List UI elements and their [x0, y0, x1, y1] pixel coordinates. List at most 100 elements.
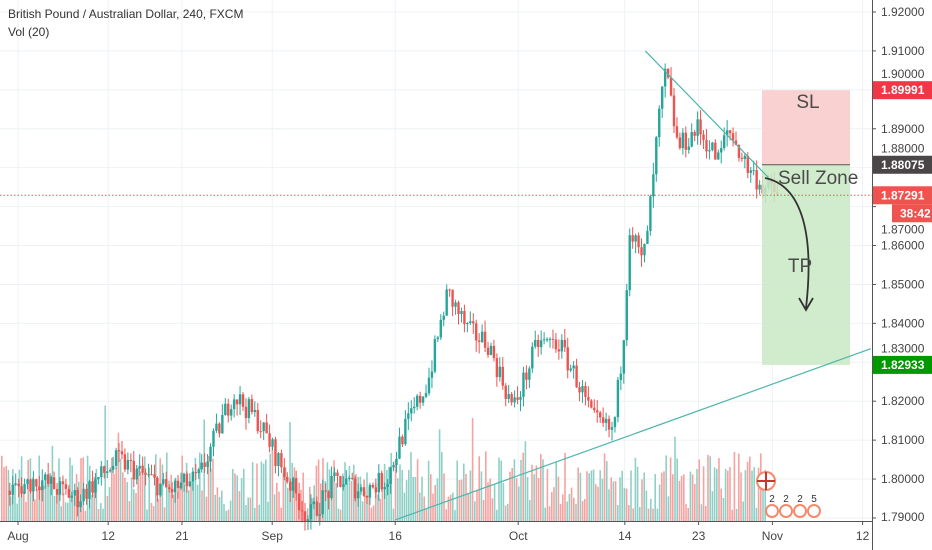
candle-body — [746, 155, 749, 173]
event-count: 2 — [797, 494, 803, 505]
volume-bar — [412, 476, 414, 521]
volume-bar — [271, 443, 274, 521]
volume-bar — [496, 509, 498, 521]
volume-bar — [386, 469, 388, 521]
candle-body — [717, 152, 720, 160]
take-profit-zone — [762, 164, 850, 365]
candle-body — [622, 340, 626, 374]
candle-body — [436, 337, 440, 340]
volume-bar — [447, 496, 450, 521]
volume-bar — [408, 470, 410, 521]
volume-bar — [133, 489, 135, 521]
volume-indicator-label[interactable]: Vol (20) — [8, 25, 50, 39]
candle-body — [475, 323, 478, 341]
candle-body — [91, 481, 94, 493]
volume-bar — [188, 490, 190, 521]
volume-bar — [91, 495, 93, 521]
volume-bar — [27, 459, 29, 521]
candle-body — [32, 479, 35, 492]
candle-body — [38, 486, 41, 491]
candle-body — [114, 450, 118, 466]
stop-loss-zone — [762, 90, 850, 165]
volume-bar — [592, 469, 595, 521]
candle-body — [321, 490, 324, 515]
candle-body — [230, 409, 233, 416]
candle-body — [348, 477, 351, 479]
volume-bar — [603, 453, 606, 521]
candle-body — [663, 68, 667, 87]
volume-bar — [280, 507, 282, 521]
candle-body — [430, 371, 434, 378]
candle-body — [625, 290, 628, 341]
candle-body — [501, 366, 504, 386]
price-tick-label: 1.89000 — [881, 122, 925, 136]
volume-bar — [713, 467, 716, 521]
volume-bar — [108, 487, 111, 521]
candle-body — [722, 135, 726, 149]
candle-body — [147, 474, 150, 476]
price-tick-label: 1.91000 — [881, 44, 925, 58]
candle-body — [286, 476, 289, 482]
volume-bar — [733, 451, 736, 521]
candle-body — [460, 311, 463, 315]
candle-body — [300, 510, 304, 512]
volume-bar — [93, 477, 95, 521]
price-tick-label: 1.80000 — [881, 472, 925, 486]
candle-body — [448, 289, 451, 291]
volume-bar — [183, 484, 186, 521]
price-tick-label: 1.90000 — [881, 67, 925, 81]
candle-body — [215, 423, 218, 431]
price-tick-label: 1.88000 — [881, 142, 925, 156]
volume-bar — [467, 493, 469, 521]
candle-body — [106, 471, 109, 473]
candle-body — [705, 139, 708, 152]
candle-body — [578, 387, 581, 393]
volume-bar — [115, 467, 117, 521]
volume-bar — [502, 483, 505, 521]
candle-body — [534, 340, 537, 347]
candle-body — [531, 346, 534, 369]
candle-body — [70, 495, 73, 498]
price-tick-label: 1.79000 — [881, 510, 925, 524]
volume-bar — [199, 452, 201, 521]
volume-bar — [573, 497, 575, 521]
event-icon — [779, 504, 793, 518]
volume-bar — [553, 487, 555, 521]
candle-body — [173, 480, 177, 493]
uptrend-line — [394, 348, 872, 521]
candle-body — [510, 394, 513, 403]
volume-bar — [238, 491, 241, 521]
volume-bar — [49, 472, 51, 521]
candle-body — [44, 474, 47, 481]
volume-bar — [405, 480, 408, 521]
candle-body — [696, 119, 699, 136]
volume-bar — [705, 505, 707, 521]
candle-body — [516, 397, 519, 400]
volume-bar — [718, 458, 720, 521]
volume-bar — [727, 470, 729, 521]
volume-bar — [410, 452, 412, 521]
time-tick-label: 23 — [692, 529, 706, 543]
volume-bar — [42, 485, 45, 521]
candle-body — [646, 230, 649, 244]
candle-body — [49, 477, 53, 484]
volume-bar — [102, 508, 104, 521]
volume-bar — [557, 476, 560, 521]
candle-body — [64, 484, 68, 489]
candle-body — [528, 368, 531, 380]
volume-bar — [515, 478, 518, 521]
candle-body — [542, 339, 546, 341]
symbol-title: British Pound / Australian Dollar, 240, … — [8, 7, 244, 21]
volume-bar — [181, 455, 183, 521]
candle-body — [365, 495, 369, 498]
candle-body — [26, 479, 29, 484]
volume-bar — [262, 463, 265, 521]
candle-body — [693, 131, 696, 136]
volume-bar — [614, 481, 617, 521]
time-tick-label: 16 — [389, 529, 403, 543]
candle-body — [206, 461, 209, 467]
candle-body — [522, 372, 525, 397]
candle-body — [575, 365, 578, 388]
